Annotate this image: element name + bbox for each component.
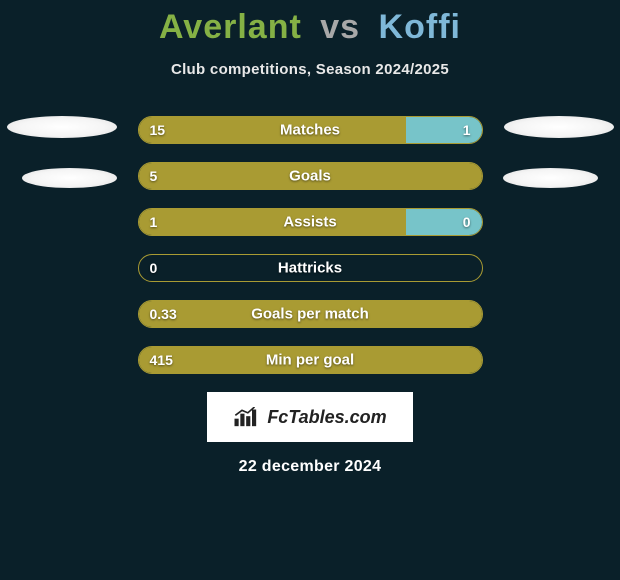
stat-value-left: 5 bbox=[150, 168, 158, 184]
title: Averlant vs Koffi bbox=[0, 8, 620, 47]
comparison-widget: Averlant vs Koffi Club competitions, Sea… bbox=[0, 0, 620, 580]
player2-photo-placeholder bbox=[504, 116, 614, 138]
player1-photo-placeholder bbox=[7, 116, 117, 138]
chart-icon bbox=[233, 407, 261, 427]
stat-row: 0.33 Goals per match bbox=[138, 300, 483, 328]
stat-value-left: 1 bbox=[150, 214, 158, 230]
player2-name: Koffi bbox=[379, 8, 461, 46]
stat-row: 0 Hattricks bbox=[138, 254, 483, 282]
stat-label: Matches bbox=[280, 122, 340, 139]
stat-row: 415 Min per goal bbox=[138, 346, 483, 374]
stat-value-right: 0 bbox=[463, 214, 471, 230]
stat-row: 15 1 Matches bbox=[138, 116, 483, 144]
chart-area: 15 1 Matches 5 Goals 1 0 Assists 0 Hattricks 0.33 G… bbox=[0, 116, 620, 374]
player1-photo-column bbox=[4, 116, 119, 188]
stat-label: Goals per match bbox=[251, 306, 369, 323]
stat-value-left: 415 bbox=[150, 352, 173, 368]
stat-row: 1 0 Assists bbox=[138, 208, 483, 236]
stat-label: Assists bbox=[283, 214, 336, 231]
subtitle: Club competitions, Season 2024/2025 bbox=[0, 61, 620, 78]
stat-fill-left bbox=[139, 117, 407, 143]
player2-club-placeholder bbox=[503, 168, 598, 188]
stat-fill-left bbox=[139, 209, 407, 235]
stat-value-right: 1 bbox=[463, 122, 471, 138]
stat-value-left: 15 bbox=[150, 122, 166, 138]
stat-bars: 15 1 Matches 5 Goals 1 0 Assists 0 Hattricks 0.33 G… bbox=[138, 116, 483, 374]
source-badge: FcTables.com bbox=[207, 392, 413, 442]
player1-name: Averlant bbox=[159, 8, 302, 46]
stat-label: Min per goal bbox=[266, 352, 354, 369]
badge-text: FcTables.com bbox=[267, 407, 386, 428]
stat-label: Hattricks bbox=[278, 260, 342, 277]
stat-row: 5 Goals bbox=[138, 162, 483, 190]
player1-club-placeholder bbox=[22, 168, 117, 188]
vs-text: vs bbox=[320, 8, 360, 46]
stat-value-left: 0 bbox=[150, 260, 158, 276]
player2-photo-column bbox=[501, 116, 616, 188]
stat-label: Goals bbox=[289, 168, 331, 185]
date-text: 22 december 2024 bbox=[0, 458, 620, 476]
stat-value-left: 0.33 bbox=[150, 306, 177, 322]
